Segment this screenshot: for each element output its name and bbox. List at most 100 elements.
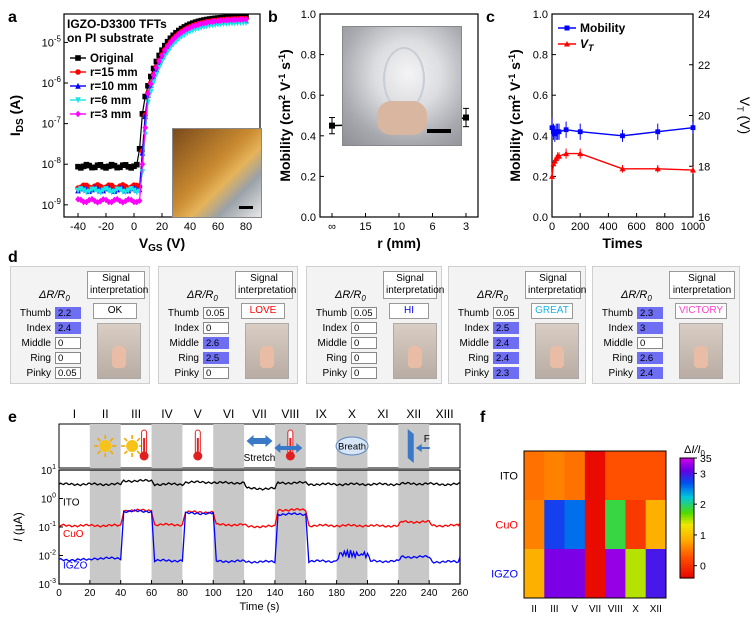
- sun-ray: [96, 450, 101, 455]
- panel-label-a: a: [8, 9, 17, 26]
- heatmap-cell: [645, 549, 667, 599]
- series-marker-a: [204, 19, 210, 26]
- colorbar-tick-label: 2: [700, 499, 706, 511]
- finger-row: Middle 0: [593, 337, 667, 351]
- colorbar-segment: [680, 506, 694, 509]
- breath-cloud-icon: [335, 436, 369, 456]
- finger-value: 0: [55, 352, 81, 364]
- y-tick-label-e: 10-3: [39, 578, 56, 591]
- series-marker-a: [164, 43, 171, 50]
- finger-row: Ring 0: [11, 352, 85, 366]
- finger-row: Index 0: [159, 322, 233, 336]
- finger-value: 0: [351, 337, 377, 349]
- moon-icon: [435, 433, 449, 459]
- finger-name: Thumb: [457, 308, 489, 319]
- y-tick-label-b: 0.4: [301, 131, 316, 143]
- hand-gesture-photo: [245, 323, 289, 379]
- finger-value: 2.2: [55, 307, 81, 319]
- colorbar-segment: [680, 526, 694, 529]
- series-marker-a: [92, 186, 98, 193]
- finger-name: Index: [26, 323, 51, 334]
- colorbar-segment: [680, 552, 694, 555]
- series-marker-a: [150, 65, 157, 72]
- phase-shade: [398, 470, 430, 584]
- data-point-c: [549, 125, 555, 131]
- phase-label: IV: [161, 407, 172, 421]
- finger-row: Pinky 2.3: [449, 367, 523, 381]
- finger-row: Thumb 0.05: [307, 307, 381, 321]
- colorbar-segment: [680, 516, 694, 519]
- y-tick-label-right-c: 24: [698, 9, 710, 21]
- y-tick-label-b: 0.0: [301, 212, 316, 224]
- series-line-e: [58, 507, 461, 529]
- colorbar-segment: [680, 470, 694, 473]
- finger-value: 3: [637, 322, 663, 334]
- x-tick-label-e: 120: [236, 588, 253, 599]
- delta-r-header: ΔR/R0: [187, 289, 218, 304]
- delta-r-header: ΔR/R0: [335, 289, 366, 304]
- phase-label: VI: [223, 407, 234, 421]
- x-tick-label-e: 100: [205, 588, 222, 599]
- finger-name: Ring: [178, 353, 199, 364]
- flexible-device-photo: [172, 128, 262, 218]
- finger-value: 2.3: [493, 367, 519, 379]
- series-marker-a: [156, 57, 162, 65]
- x-tick-label-b: 3: [463, 221, 469, 233]
- finger-name: Pinky: [464, 368, 489, 379]
- data-point-c: [556, 153, 563, 159]
- sun-ray: [109, 437, 114, 442]
- phase-label: I: [73, 407, 76, 421]
- colorbar-segment: [680, 534, 694, 537]
- hand-gesture-photo: [679, 323, 723, 379]
- colorbar-segment: [680, 528, 694, 531]
- finger-row: Middle 0: [307, 337, 381, 351]
- gesture-card: ΔR/R0 Signal interpretation HI Thumb 0.05 Ind…: [306, 266, 444, 384]
- series-marker-a: [111, 162, 118, 169]
- chart-c-cycling-stability: 0 200 400 600 800 1000 0.0 0.2 0.4 0.6 0.8 1.0 16 18 2…: [507, 9, 752, 251]
- finger-name: Thumb: [167, 308, 199, 319]
- series-marker-a: [117, 197, 123, 205]
- colorbar-segment: [680, 532, 694, 535]
- heatmap-cell: [584, 451, 606, 501]
- series-marker-a: [89, 195, 95, 203]
- colorbar-segment: [680, 474, 694, 477]
- hand-shape: [260, 346, 274, 368]
- series-label-e: CuO: [63, 529, 84, 540]
- data-point-c: [577, 129, 583, 135]
- data-point-c: [655, 129, 661, 135]
- finger-value: 0.05: [203, 307, 229, 319]
- legend-marker-c: [564, 41, 570, 47]
- y-tick-label-b: 0.6: [301, 90, 316, 102]
- finger-row: Pinky 0: [307, 367, 381, 381]
- heatmap-row-label: CuO: [495, 520, 518, 532]
- x-tick-label-e: 200: [359, 588, 376, 599]
- y-tick-label-left-c: 0.4: [533, 131, 548, 143]
- series-line-e: [58, 478, 461, 491]
- colorbar-segment: [680, 478, 694, 481]
- y-tick-label-left-c: 0.8: [533, 50, 548, 62]
- x-tick-label-e: 40: [115, 588, 127, 599]
- gesture-card: ΔR/R0 Signal interpretation OK Thumb 2.2 Inde…: [10, 266, 150, 384]
- hand-gesture-photo: [393, 323, 437, 379]
- hand-gesture-photo: [97, 323, 141, 379]
- x-tick-label-e: 240: [421, 588, 438, 599]
- legend-label-a: Original: [90, 53, 133, 65]
- finger-value: 0: [203, 367, 229, 379]
- heatmap-cell: [544, 451, 566, 501]
- series-marker-a: [142, 93, 148, 100]
- x-tick-label-a: -20: [98, 221, 114, 233]
- phase-shade: [89, 470, 121, 584]
- y-tick-label-b: 1.0: [301, 9, 316, 21]
- hand-shape: [112, 346, 126, 368]
- heatmap-row-label: IGZO: [491, 569, 518, 581]
- phase-icon-strip: [58, 423, 461, 469]
- legend-label-a: r=10 mm: [90, 81, 138, 93]
- series-marker-a: [86, 188, 92, 195]
- series-marker-a: [80, 187, 87, 194]
- phase-label: III: [131, 407, 141, 421]
- chart-title-a-line2: on PI substrate: [67, 31, 154, 45]
- delta-r-header: ΔR/R0: [477, 289, 508, 304]
- series-marker-a: [153, 58, 160, 65]
- sun-ray: [123, 450, 128, 455]
- x-tick-label-a: 20: [156, 221, 168, 233]
